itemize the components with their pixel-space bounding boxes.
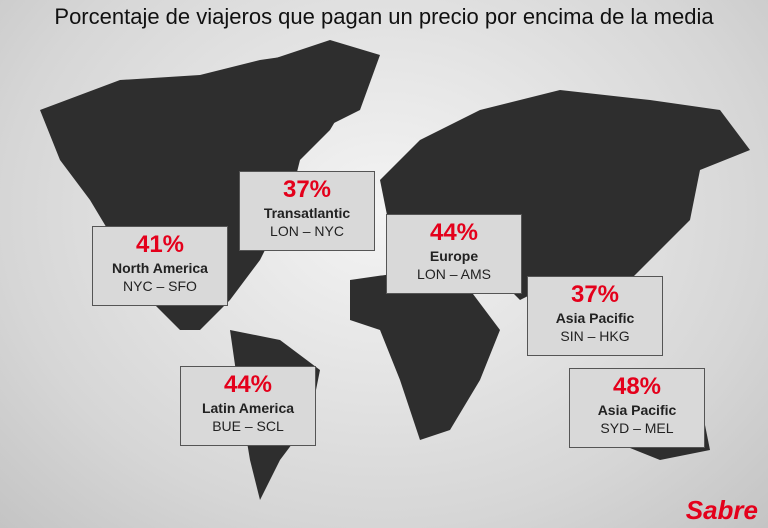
greenland [270,40,380,130]
callout-box: 44% Latin America BUE – SCL [180,366,316,446]
callout-box: 41% North America NYC – SFO [92,226,228,306]
callout-region: Transatlantic [263,205,351,221]
callout-box: 48% Asia Pacific SYD – MEL [569,368,705,448]
callout-region: Europe [429,248,479,264]
logo: Sabre [685,495,758,525]
callout-percent: 44% [223,371,273,398]
callout-route: NYC – SFO [123,278,197,294]
callout-route: BUE – SCL [212,418,284,434]
callout-region: North America [112,260,208,276]
callout-box: 37% Transatlantic LON – NYC [239,171,375,251]
callout-percent: 37% [570,281,620,308]
callout-route: SIN – HKG [560,328,630,344]
callout-region: Asia Pacific [597,402,677,418]
callout-box: 37% Asia Pacific SIN – HKG [527,276,663,356]
callout-percent: 37% [282,176,332,203]
north-america [40,50,360,330]
callout-region: Asia Pacific [555,310,635,326]
callout-route: LON – NYC [270,223,344,239]
callout-box: 44% Europe LON – AMS [386,214,522,294]
callout-region: Latin America [201,400,295,416]
callout-route: LON – AMS [417,266,491,282]
callout-percent: 41% [135,231,185,258]
callout-percent: 44% [429,219,479,246]
callout-route: SYD – MEL [600,420,674,436]
callout-percent: 48% [612,373,662,400]
africa [350,270,500,440]
title: Porcentaje de viajeros que pagan un prec… [54,4,714,29]
